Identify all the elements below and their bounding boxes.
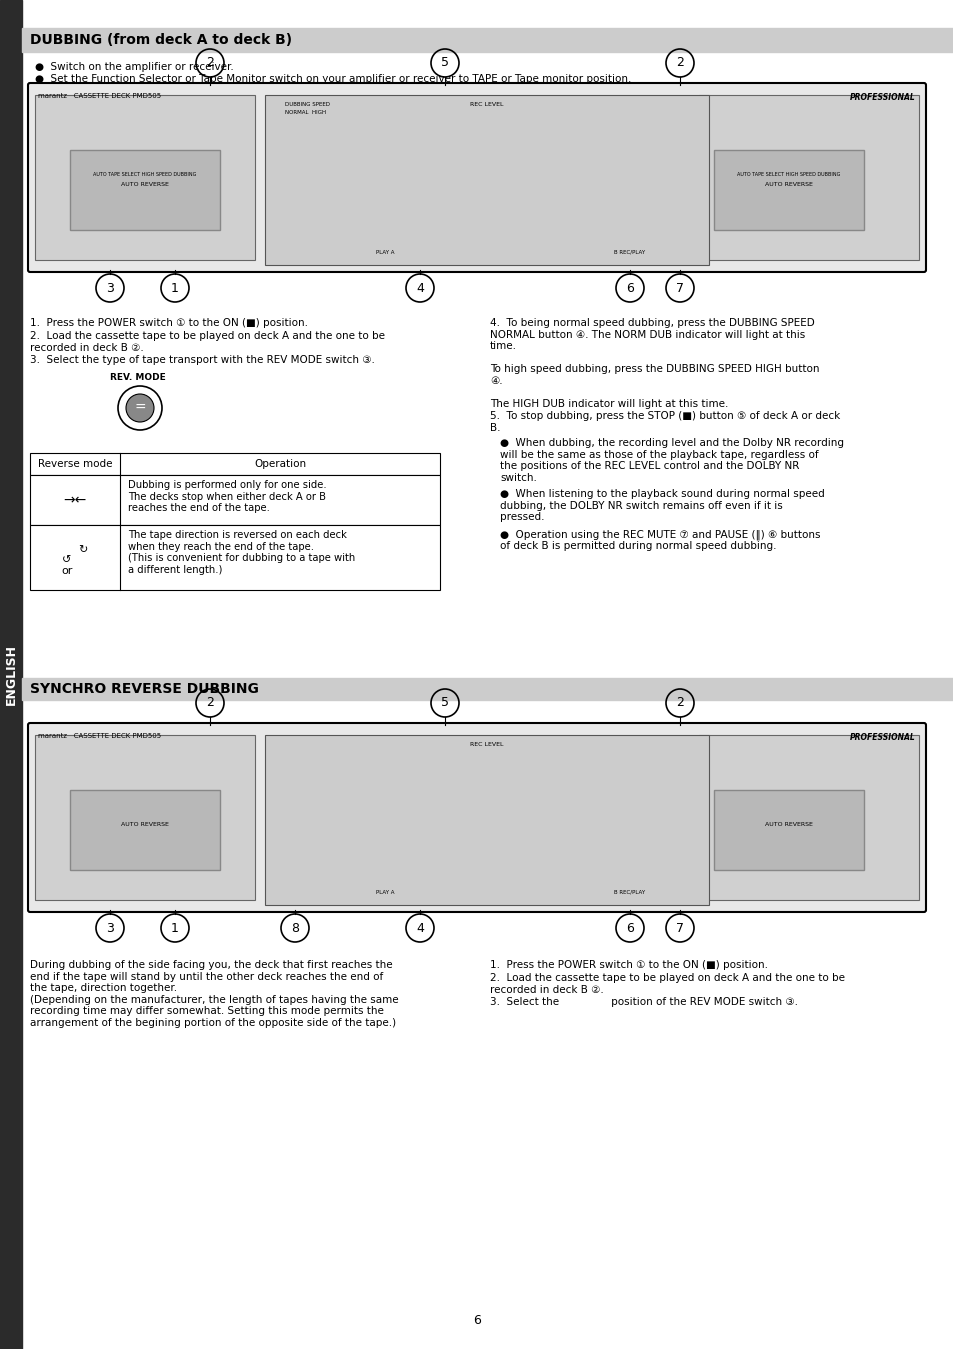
Text: AUTO REVERSE: AUTO REVERSE bbox=[764, 182, 812, 188]
Text: 6: 6 bbox=[625, 282, 634, 294]
FancyBboxPatch shape bbox=[28, 723, 925, 912]
Circle shape bbox=[118, 386, 162, 430]
Text: marantz   CASSETTE DECK PMD505: marantz CASSETTE DECK PMD505 bbox=[38, 733, 161, 739]
Text: 3.  Select the type of tape transport with the REV MODE switch ③.: 3. Select the type of tape transport wit… bbox=[30, 355, 375, 366]
Text: ↺
or: ↺ or bbox=[61, 554, 72, 576]
Text: AUTO REVERSE: AUTO REVERSE bbox=[764, 823, 812, 827]
Bar bbox=[265, 94, 708, 264]
Text: ●  Switch on the amplifier or receiver.: ● Switch on the amplifier or receiver. bbox=[35, 62, 233, 71]
Bar bbox=[713, 791, 863, 870]
Bar bbox=[22, 28, 953, 53]
Bar bbox=[30, 475, 439, 525]
Text: PROFESSIONAL: PROFESSIONAL bbox=[849, 93, 915, 103]
Text: 5: 5 bbox=[440, 57, 449, 70]
Bar bbox=[70, 150, 220, 229]
Bar bbox=[699, 735, 918, 900]
Text: ENGLISH: ENGLISH bbox=[5, 643, 17, 706]
Bar bbox=[699, 94, 918, 260]
Bar bbox=[30, 453, 439, 475]
Text: B REC/PLAY: B REC/PLAY bbox=[614, 889, 645, 894]
Bar bbox=[30, 525, 439, 590]
Text: PROFESSIONAL: PROFESSIONAL bbox=[849, 733, 915, 742]
Text: AUTO TAPE SELECT HIGH SPEED DUBBING: AUTO TAPE SELECT HIGH SPEED DUBBING bbox=[737, 173, 840, 178]
Text: B REC/PLAY: B REC/PLAY bbox=[614, 250, 645, 255]
Text: 3: 3 bbox=[106, 921, 113, 935]
Bar bbox=[265, 735, 708, 905]
Text: 2: 2 bbox=[206, 696, 213, 710]
Text: Dubbing is performed only for one side.
The decks stop when either deck A or B
r: Dubbing is performed only for one side. … bbox=[128, 480, 326, 513]
Bar bbox=[35, 94, 254, 260]
Bar bbox=[0, 0, 22, 1349]
Text: 2: 2 bbox=[206, 57, 213, 70]
Text: 6: 6 bbox=[625, 921, 634, 935]
Text: 2: 2 bbox=[676, 696, 683, 710]
Text: REC LEVEL: REC LEVEL bbox=[470, 742, 503, 747]
Text: DUBBING (from deck A to deck B): DUBBING (from deck A to deck B) bbox=[30, 32, 292, 47]
Text: The tape direction is reversed on each deck
when they reach the end of the tape.: The tape direction is reversed on each d… bbox=[128, 530, 355, 575]
Text: →←: →← bbox=[63, 492, 87, 507]
Circle shape bbox=[126, 394, 153, 422]
Text: AUTO REVERSE: AUTO REVERSE bbox=[121, 182, 169, 188]
Text: 2.  Load the cassette tape to be played on deck A and the one to be
recorded in : 2. Load the cassette tape to be played o… bbox=[30, 331, 385, 352]
Text: Operation: Operation bbox=[253, 459, 306, 469]
Text: 1: 1 bbox=[171, 921, 179, 935]
Text: 5: 5 bbox=[440, 696, 449, 710]
Text: PLAY A: PLAY A bbox=[375, 250, 394, 255]
Text: REV. MODE: REV. MODE bbox=[110, 374, 166, 382]
Text: 4: 4 bbox=[416, 921, 423, 935]
Text: AUTO TAPE SELECT HIGH SPEED DUBBING: AUTO TAPE SELECT HIGH SPEED DUBBING bbox=[93, 173, 196, 178]
Text: 4.  To being normal speed dubbing, press the DUBBING SPEED
NORMAL button ④. The : 4. To being normal speed dubbing, press … bbox=[490, 318, 819, 409]
Text: 5.  To stop dubbing, press the STOP (■) button ⑤ of deck A or deck
B.: 5. To stop dubbing, press the STOP (■) b… bbox=[490, 411, 840, 433]
Text: ●  When dubbing, the recording level and the Dolby NR recording
will be the same: ● When dubbing, the recording level and … bbox=[499, 438, 843, 483]
Text: SYNCHRO REVERSE DUBBING: SYNCHRO REVERSE DUBBING bbox=[30, 683, 258, 696]
Text: ↻: ↻ bbox=[78, 545, 88, 554]
Text: ●  Operation using the REC MUTE ⑦ and PAUSE (‖) ⑥ buttons
of deck B is permitted: ● Operation using the REC MUTE ⑦ and PAU… bbox=[499, 529, 820, 552]
Text: NORMAL  HIGH: NORMAL HIGH bbox=[285, 111, 326, 116]
Text: 3: 3 bbox=[106, 282, 113, 294]
Text: 1.  Press the POWER switch ① to the ON (■) position.: 1. Press the POWER switch ① to the ON (■… bbox=[30, 318, 308, 328]
Text: 4: 4 bbox=[416, 282, 423, 294]
Text: 7: 7 bbox=[676, 282, 683, 294]
FancyBboxPatch shape bbox=[28, 84, 925, 272]
Bar bbox=[22, 679, 953, 700]
Text: ●  Set the Function Selector or Tape Monitor switch on your amplifier or receive: ● Set the Function Selector or Tape Moni… bbox=[35, 74, 631, 84]
Text: DUBBING SPEED: DUBBING SPEED bbox=[285, 103, 330, 108]
Text: marantz   CASSETTE DECK PMD505: marantz CASSETTE DECK PMD505 bbox=[38, 93, 161, 98]
Text: During dubbing of the side facing you, the deck that first reaches the
end if th: During dubbing of the side facing you, t… bbox=[30, 960, 398, 1028]
Bar bbox=[70, 791, 220, 870]
Bar bbox=[713, 150, 863, 229]
Text: AUTO REVERSE: AUTO REVERSE bbox=[121, 823, 169, 827]
Text: =: = bbox=[134, 401, 146, 415]
Text: ●  When listening to the playback sound during normal speed
dubbing, the DOLBY N: ● When listening to the playback sound d… bbox=[499, 488, 824, 522]
Text: 2.  Load the cassette tape to be played on deck A and the one to be
recorded in : 2. Load the cassette tape to be played o… bbox=[490, 973, 844, 994]
Text: REC LEVEL: REC LEVEL bbox=[470, 103, 503, 108]
Bar bbox=[35, 735, 254, 900]
Text: 7: 7 bbox=[676, 921, 683, 935]
Text: PLAY A: PLAY A bbox=[375, 889, 394, 894]
Text: 6: 6 bbox=[473, 1314, 480, 1326]
Text: Reverse mode: Reverse mode bbox=[38, 459, 112, 469]
Text: 1: 1 bbox=[171, 282, 179, 294]
Text: 1.  Press the POWER switch ① to the ON (■) position.: 1. Press the POWER switch ① to the ON (■… bbox=[490, 960, 767, 970]
Text: 8: 8 bbox=[291, 921, 298, 935]
Text: 2: 2 bbox=[676, 57, 683, 70]
Text: 3.  Select the                position of the REV MODE switch ③.: 3. Select the position of the REV MODE s… bbox=[490, 997, 797, 1006]
